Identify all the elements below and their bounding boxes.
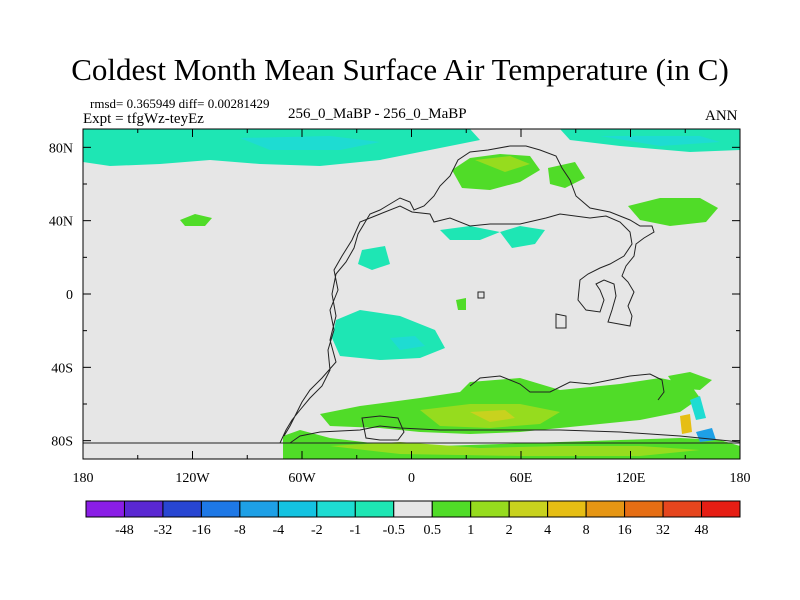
colorbar-label: 48 [695, 523, 709, 538]
y-tick-label: 80N [49, 141, 73, 156]
anomaly-patch-arctic-cyan [240, 136, 380, 150]
season-label: ANN [705, 108, 738, 124]
anomaly-patch-south-orange [470, 410, 515, 422]
colorbar-label: 0.5 [423, 523, 441, 538]
colorbar-label: 4 [544, 523, 551, 538]
anomaly-patch-polar-yellow [330, 442, 700, 456]
colorbar-label: -0.5 [383, 523, 405, 538]
experiment-label: Expt = tfgWz-teyEz [83, 111, 204, 127]
anomaly-patch-interior-2 [358, 246, 390, 270]
colorbar-label: 16 [618, 523, 632, 538]
x-axis: 180 120W 60W 0 60E 120E 180 [73, 129, 751, 486]
stats-line: rmsd= 0.365949 diff= 0.00281429 [90, 96, 270, 111]
colorbar-swatch [431, 500, 472, 518]
coastline-tethys-island [555, 313, 567, 329]
x-tick-label: 120E [616, 471, 646, 486]
anomaly-patch-interior-1 [500, 226, 545, 248]
colorbar-swatch [316, 500, 356, 518]
anomaly-fields [83, 129, 740, 459]
colorbar: -48 -32 -16 -8 -4 -2 -1 -0.5 0.5 1 2 4 8 16 32 48 [85, 500, 741, 538]
colorbar-label: -16 [192, 523, 211, 538]
x-tick-label: 180 [730, 471, 751, 486]
colorbar-swatch [701, 500, 741, 518]
anomaly-patch-east-teal [690, 396, 706, 420]
colorbar-label: -8 [234, 523, 246, 538]
anomaly-patch-south-teal [332, 310, 445, 360]
colorbar-swatch [200, 500, 241, 518]
chart-title: Coldest Month Mean Surface Air Temperatu… [71, 52, 729, 87]
colorbar-swatch [585, 500, 626, 518]
case-label: 256_0_MaBP - 256_0_MaBP [288, 106, 467, 122]
y-tick-label: 0 [66, 288, 73, 303]
coastline-south [289, 425, 741, 444]
x-tick-label: 0 [408, 471, 415, 486]
colorbar-swatch [624, 500, 664, 518]
anomaly-patch-pacific-west [180, 214, 212, 226]
colorbar-swatch [508, 500, 549, 518]
colorbar-swatch [123, 500, 164, 518]
colorbar-swatch [547, 500, 587, 518]
colorbar-swatch [662, 500, 703, 518]
colorbar-label: -1 [349, 523, 361, 538]
colorbar-label: -32 [154, 523, 173, 538]
coastline-gondwana-east [469, 373, 665, 401]
anomaly-patch-south-cyan [390, 336, 425, 350]
colorbar-swatch [470, 500, 510, 518]
colorbar-swatch [354, 500, 395, 518]
colorbar-label: 2 [506, 523, 513, 538]
colorbar-label: -2 [311, 523, 323, 538]
colorbar-swatch [239, 500, 279, 518]
y-axis: 80N 40N 0 40S 80S [49, 141, 740, 450]
y-tick-label: 40N [49, 215, 73, 230]
colorbar-swatch [85, 500, 125, 518]
colorbar-label: 8 [583, 523, 590, 538]
coastline-pangaea [279, 145, 655, 444]
x-tick-label: 60E [510, 471, 533, 486]
colorbar-label: -4 [273, 523, 285, 538]
colorbar-label: -48 [115, 523, 134, 538]
anomaly-patch-small [456, 298, 466, 310]
colorbar-swatch [393, 500, 433, 518]
colorbar-label: 32 [656, 523, 670, 538]
coastline-south-block [361, 415, 405, 441]
x-tick-label: 120W [175, 471, 210, 486]
anomaly-patch-interior-3 [440, 226, 500, 240]
x-tick-label: 60W [288, 471, 316, 486]
anomaly-patch-east-polar [668, 372, 712, 390]
coastlines [83, 145, 741, 444]
anomaly-patch-east-orange [680, 414, 692, 434]
colorbar-label: 1 [467, 523, 474, 538]
colorbar-swatch [277, 500, 318, 518]
anomaly-patch-arctic-east-cyan [600, 136, 720, 146]
anomaly-patch-siberia-yellow [475, 156, 530, 172]
colorbar-swatch [162, 500, 202, 518]
anomaly-patch-tethys-north [628, 198, 718, 226]
coastline-small-island [477, 291, 485, 299]
y-tick-label: 80S [51, 435, 73, 450]
y-tick-label: 40S [51, 361, 73, 376]
x-tick-label: 180 [73, 471, 94, 486]
